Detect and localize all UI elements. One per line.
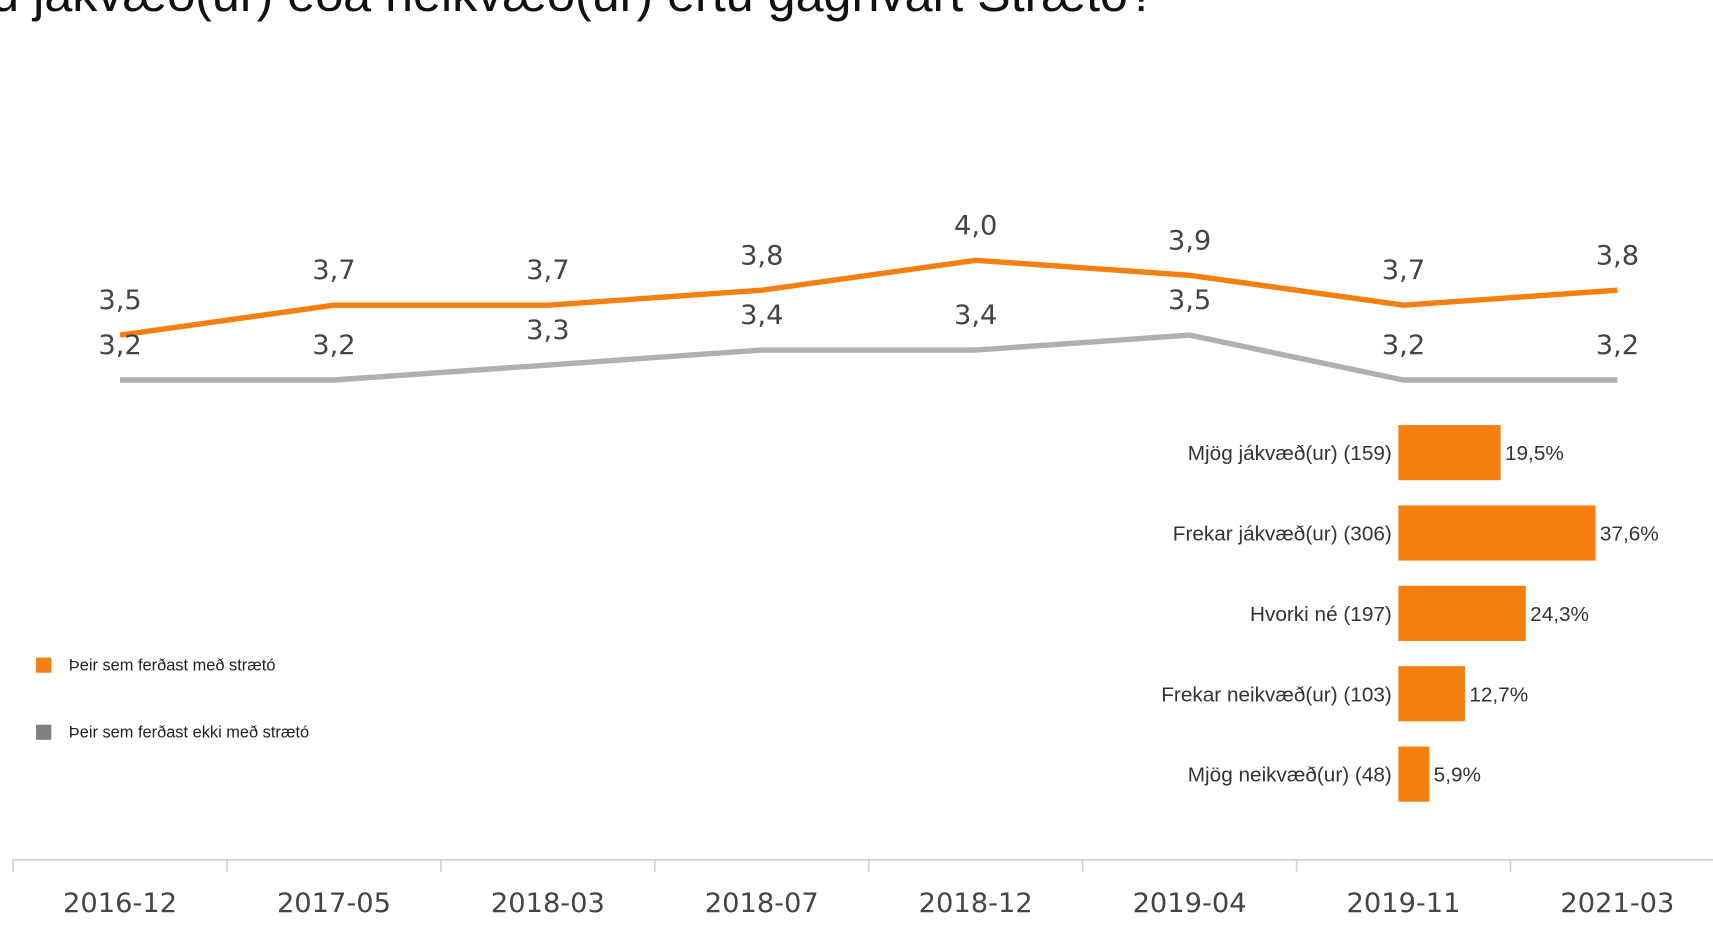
legend-swatch [36,724,52,740]
bar-value-label: 5,9% [1434,764,1481,787]
data-label: 3,7 [1382,255,1425,286]
data-label: 3,5 [98,285,141,316]
x-tick-label: 2017-05 [277,888,391,919]
data-label: 3,2 [98,330,141,361]
bar-value-label: 19,5% [1505,442,1564,465]
chart-title: u jákvæð(ur) eða neikvæð(ur) ertu gagnva… [0,0,1156,22]
data-label: 3,7 [526,255,569,286]
data-label: 3,2 [1382,330,1425,361]
legend-label: Þeir sem ferðast ekki með strætó [69,724,309,742]
legend-label: Þeir sem ferðast með strætó [69,657,276,675]
data-label: 3,2 [1596,330,1639,361]
line-series [119,257,1618,338]
data-label: 4,0 [954,210,997,241]
x-tick-label: 2019-11 [1346,888,1460,919]
bar-category: Mjög neikvæð(ur) (48) [1188,764,1392,787]
data-label: 3,4 [740,300,783,331]
data-label: 3,8 [1596,240,1639,271]
x-tick-label: 2019-04 [1133,888,1247,919]
x-tick-label: 2018-12 [919,888,1033,919]
data-label: 3,3 [526,315,569,346]
bar [1398,746,1430,802]
bar-category: Mjög jákvæð(ur) (159) [1188,442,1392,465]
bar-category: Frekar jákvæð(ur) (306) [1173,523,1392,546]
x-tick-label: 2018-07 [705,888,819,919]
bar-value-label: 37,6% [1600,523,1659,546]
bar-category: Frekar neikvæð(ur) (103) [1161,683,1392,706]
bar [1398,666,1465,722]
bar-value-label: 12,7% [1469,683,1528,706]
data-label: 3,2 [312,330,355,361]
data-label: 3,5 [1168,285,1211,316]
bar [1398,585,1526,641]
data-label: 3,9 [1168,225,1211,256]
x-tick-label: 2021-03 [1560,888,1674,919]
data-label: 3,8 [740,240,783,271]
data-label: 3,4 [954,300,997,331]
bar-value-label: 24,3% [1530,603,1589,626]
bar [1398,425,1501,481]
x-tick-label: 2018-03 [491,888,605,919]
bar [1398,505,1596,561]
bar-category: Hvorki né (197) [1250,603,1392,626]
line-series [120,332,1618,383]
x-tick-label: 2016-12 [63,888,177,919]
data-label: 3,7 [312,255,355,286]
legend-swatch [36,657,52,673]
